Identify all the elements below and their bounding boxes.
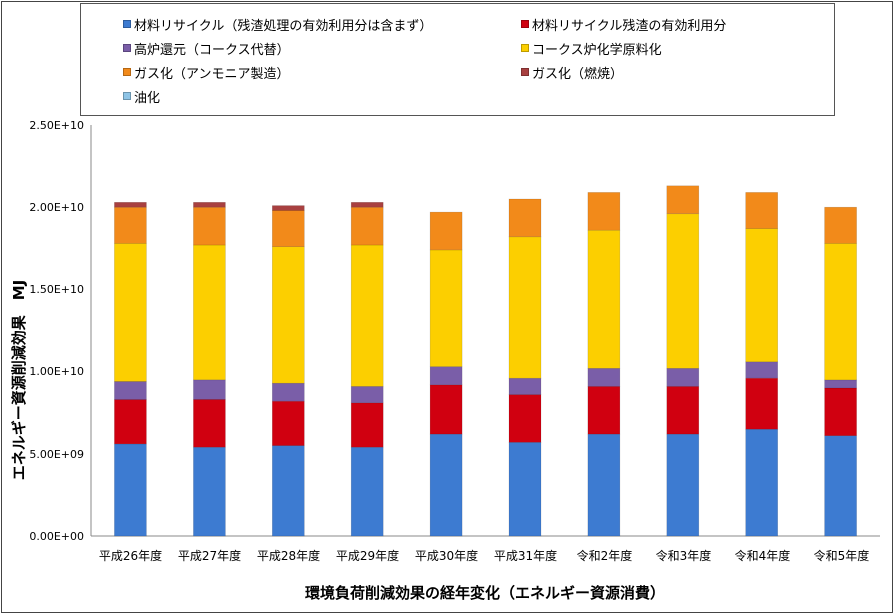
x-tick-label-10: 令和5年度 <box>814 548 870 563</box>
bar-segment-3-series-1 <box>271 445 305 537</box>
bar-segment-3-series-5 <box>271 210 305 248</box>
legend-swatch-series-3 <box>123 44 131 52</box>
legend-label-series-1: 材料リサイクル（残渣処理の有効利用分は含まず） <box>134 18 433 34</box>
legend-swatch-series-2 <box>521 20 529 28</box>
x-tick-label-6: 平成31年度 <box>494 548 557 563</box>
bar-segment-8-series-2 <box>666 386 700 435</box>
y-tick-label-2: 1.00E+10 <box>29 365 84 378</box>
legend-item-series-2: 材料リサイクル残渣の有効利用分 <box>521 15 727 34</box>
bar-segment-6-series-4 <box>508 236 542 379</box>
bar-segment-4-series-4 <box>350 244 384 387</box>
bar-segment-3-series-2 <box>271 400 305 446</box>
bar-segment-2-series-3 <box>193 379 226 400</box>
bar-stacks <box>114 185 857 537</box>
legend-item-series-3: 高炉還元（コークス代替） <box>123 39 290 58</box>
bar-segment-3-series-4 <box>271 246 305 384</box>
bar-segment-8-series-4 <box>666 213 700 369</box>
bar-segment-7-series-5 <box>587 192 621 231</box>
bar-segment-10-series-3 <box>824 379 857 389</box>
x-tick-label-4: 平成29年度 <box>336 548 399 563</box>
y-tick-label-5: 2.50E+10 <box>29 119 84 132</box>
bar-segment-8-series-1 <box>666 433 700 537</box>
x-axis-title: 環境負荷削減効果の経年変化（エネルギー資源消費） <box>305 584 665 602</box>
legend-item-series-6: ガス化（燃焼） <box>521 63 624 82</box>
legend-label-series-7: 油化 <box>134 90 161 106</box>
legend-item-series-7: 油化 <box>123 87 161 106</box>
bar-segment-4-series-1 <box>350 446 384 537</box>
bar-segment-6-series-1 <box>508 441 542 537</box>
bar-segment-10-series-2 <box>824 387 857 437</box>
bar-segment-5-series-1 <box>429 433 463 537</box>
legend-item-series-1: 材料リサイクル（残渣処理の有効利用分は含まず） <box>123 15 433 34</box>
x-tick-label-9: 令和4年度 <box>735 548 791 563</box>
bar-segment-9-series-3 <box>745 361 779 379</box>
legend-item-series-5: ガス化（アンモニア製造） <box>123 63 290 82</box>
x-tick-label-5: 平成30年度 <box>415 548 478 563</box>
bar-segment-3-series-3 <box>271 382 305 402</box>
bar-segment-1-series-2 <box>114 399 147 445</box>
x-tick-label-8: 令和3年度 <box>656 548 712 563</box>
bar-segment-4-series-5 <box>350 206 384 246</box>
bar-segment-4-series-6 <box>350 202 384 208</box>
bar-segment-5-series-3 <box>429 366 463 386</box>
bar-segment-2-series-2 <box>193 399 226 448</box>
legend-swatch-series-6 <box>521 68 529 76</box>
bar-segment-5-series-2 <box>429 384 463 435</box>
y-tick-label-0: 0.00E+00 <box>29 530 84 543</box>
x-tick-label-3: 平成28年度 <box>257 548 320 563</box>
bar-segment-7-series-4 <box>587 229 621 369</box>
bar-segment-2-series-4 <box>193 244 226 381</box>
x-tick-label-7: 令和2年度 <box>577 548 633 563</box>
bar-segment-9-series-4 <box>745 228 779 363</box>
bar-segment-7-series-1 <box>587 433 621 537</box>
bar-segment-6-series-3 <box>508 377 542 395</box>
bar-segment-1-series-1 <box>114 443 147 537</box>
legend-label-series-5: ガス化（アンモニア製造） <box>134 66 290 82</box>
x-tick-label-1: 平成26年度 <box>99 548 162 563</box>
bar-segment-10-series-1 <box>824 435 857 537</box>
bar-segment-7-series-2 <box>587 386 621 435</box>
bar-segment-3-series-6 <box>271 205 305 211</box>
bar-segment-6-series-2 <box>508 394 542 443</box>
bar-segment-1-series-6 <box>114 202 147 208</box>
legend-item-series-4: コークス炉化学原料化 <box>521 39 662 58</box>
bar-segment-9-series-1 <box>745 428 779 537</box>
bar-segment-10-series-4 <box>824 243 857 381</box>
y-axis-title: エネルギー資源削減効果 MJ <box>10 280 28 481</box>
legend-label-series-6: ガス化（燃焼） <box>532 66 624 82</box>
y-tick-label-1: 5.00E+09 <box>29 448 84 461</box>
bar-segment-8-series-5 <box>666 185 700 215</box>
y-tick-label-4: 2.00E+10 <box>29 201 84 214</box>
legend-swatch-series-4 <box>521 44 529 52</box>
legend-swatch-series-5 <box>123 68 131 76</box>
bar-segment-5-series-4 <box>429 249 463 367</box>
bar-segment-2-series-1 <box>193 446 226 537</box>
bar-segment-2-series-6 <box>193 202 226 208</box>
bar-segment-5-series-5 <box>429 211 463 251</box>
bar-segment-6-series-5 <box>508 198 542 238</box>
y-tick-label-3: 1.50E+10 <box>29 283 84 296</box>
legend-swatch-series-7 <box>123 92 131 100</box>
legend-label-series-3: 高炉還元（コークス代替） <box>134 42 290 58</box>
bar-segment-2-series-5 <box>193 206 226 246</box>
bar-segment-1-series-4 <box>114 243 147 382</box>
legend-label-series-4: コークス炉化学原料化 <box>532 42 662 58</box>
x-tick-label-2: 平成27年度 <box>178 548 241 563</box>
bar-segment-4-series-3 <box>350 386 384 404</box>
bar-segment-4-series-2 <box>350 402 384 448</box>
bar-segment-8-series-3 <box>666 367 700 387</box>
bar-segment-9-series-5 <box>745 192 779 229</box>
legend: 材料リサイクル（残渣処理の有効利用分は含まず） 材料リサイクル残渣の有効利用分 … <box>80 3 835 116</box>
bar-segment-10-series-5 <box>824 206 857 244</box>
legend-label-series-2: 材料リサイクル残渣の有効利用分 <box>532 18 727 34</box>
bar-segment-1-series-3 <box>114 381 147 400</box>
legend-swatch-series-1 <box>123 20 131 28</box>
bar-segment-9-series-2 <box>745 377 779 430</box>
bar-segment-7-series-3 <box>587 367 621 387</box>
bar-segment-1-series-5 <box>114 206 147 244</box>
